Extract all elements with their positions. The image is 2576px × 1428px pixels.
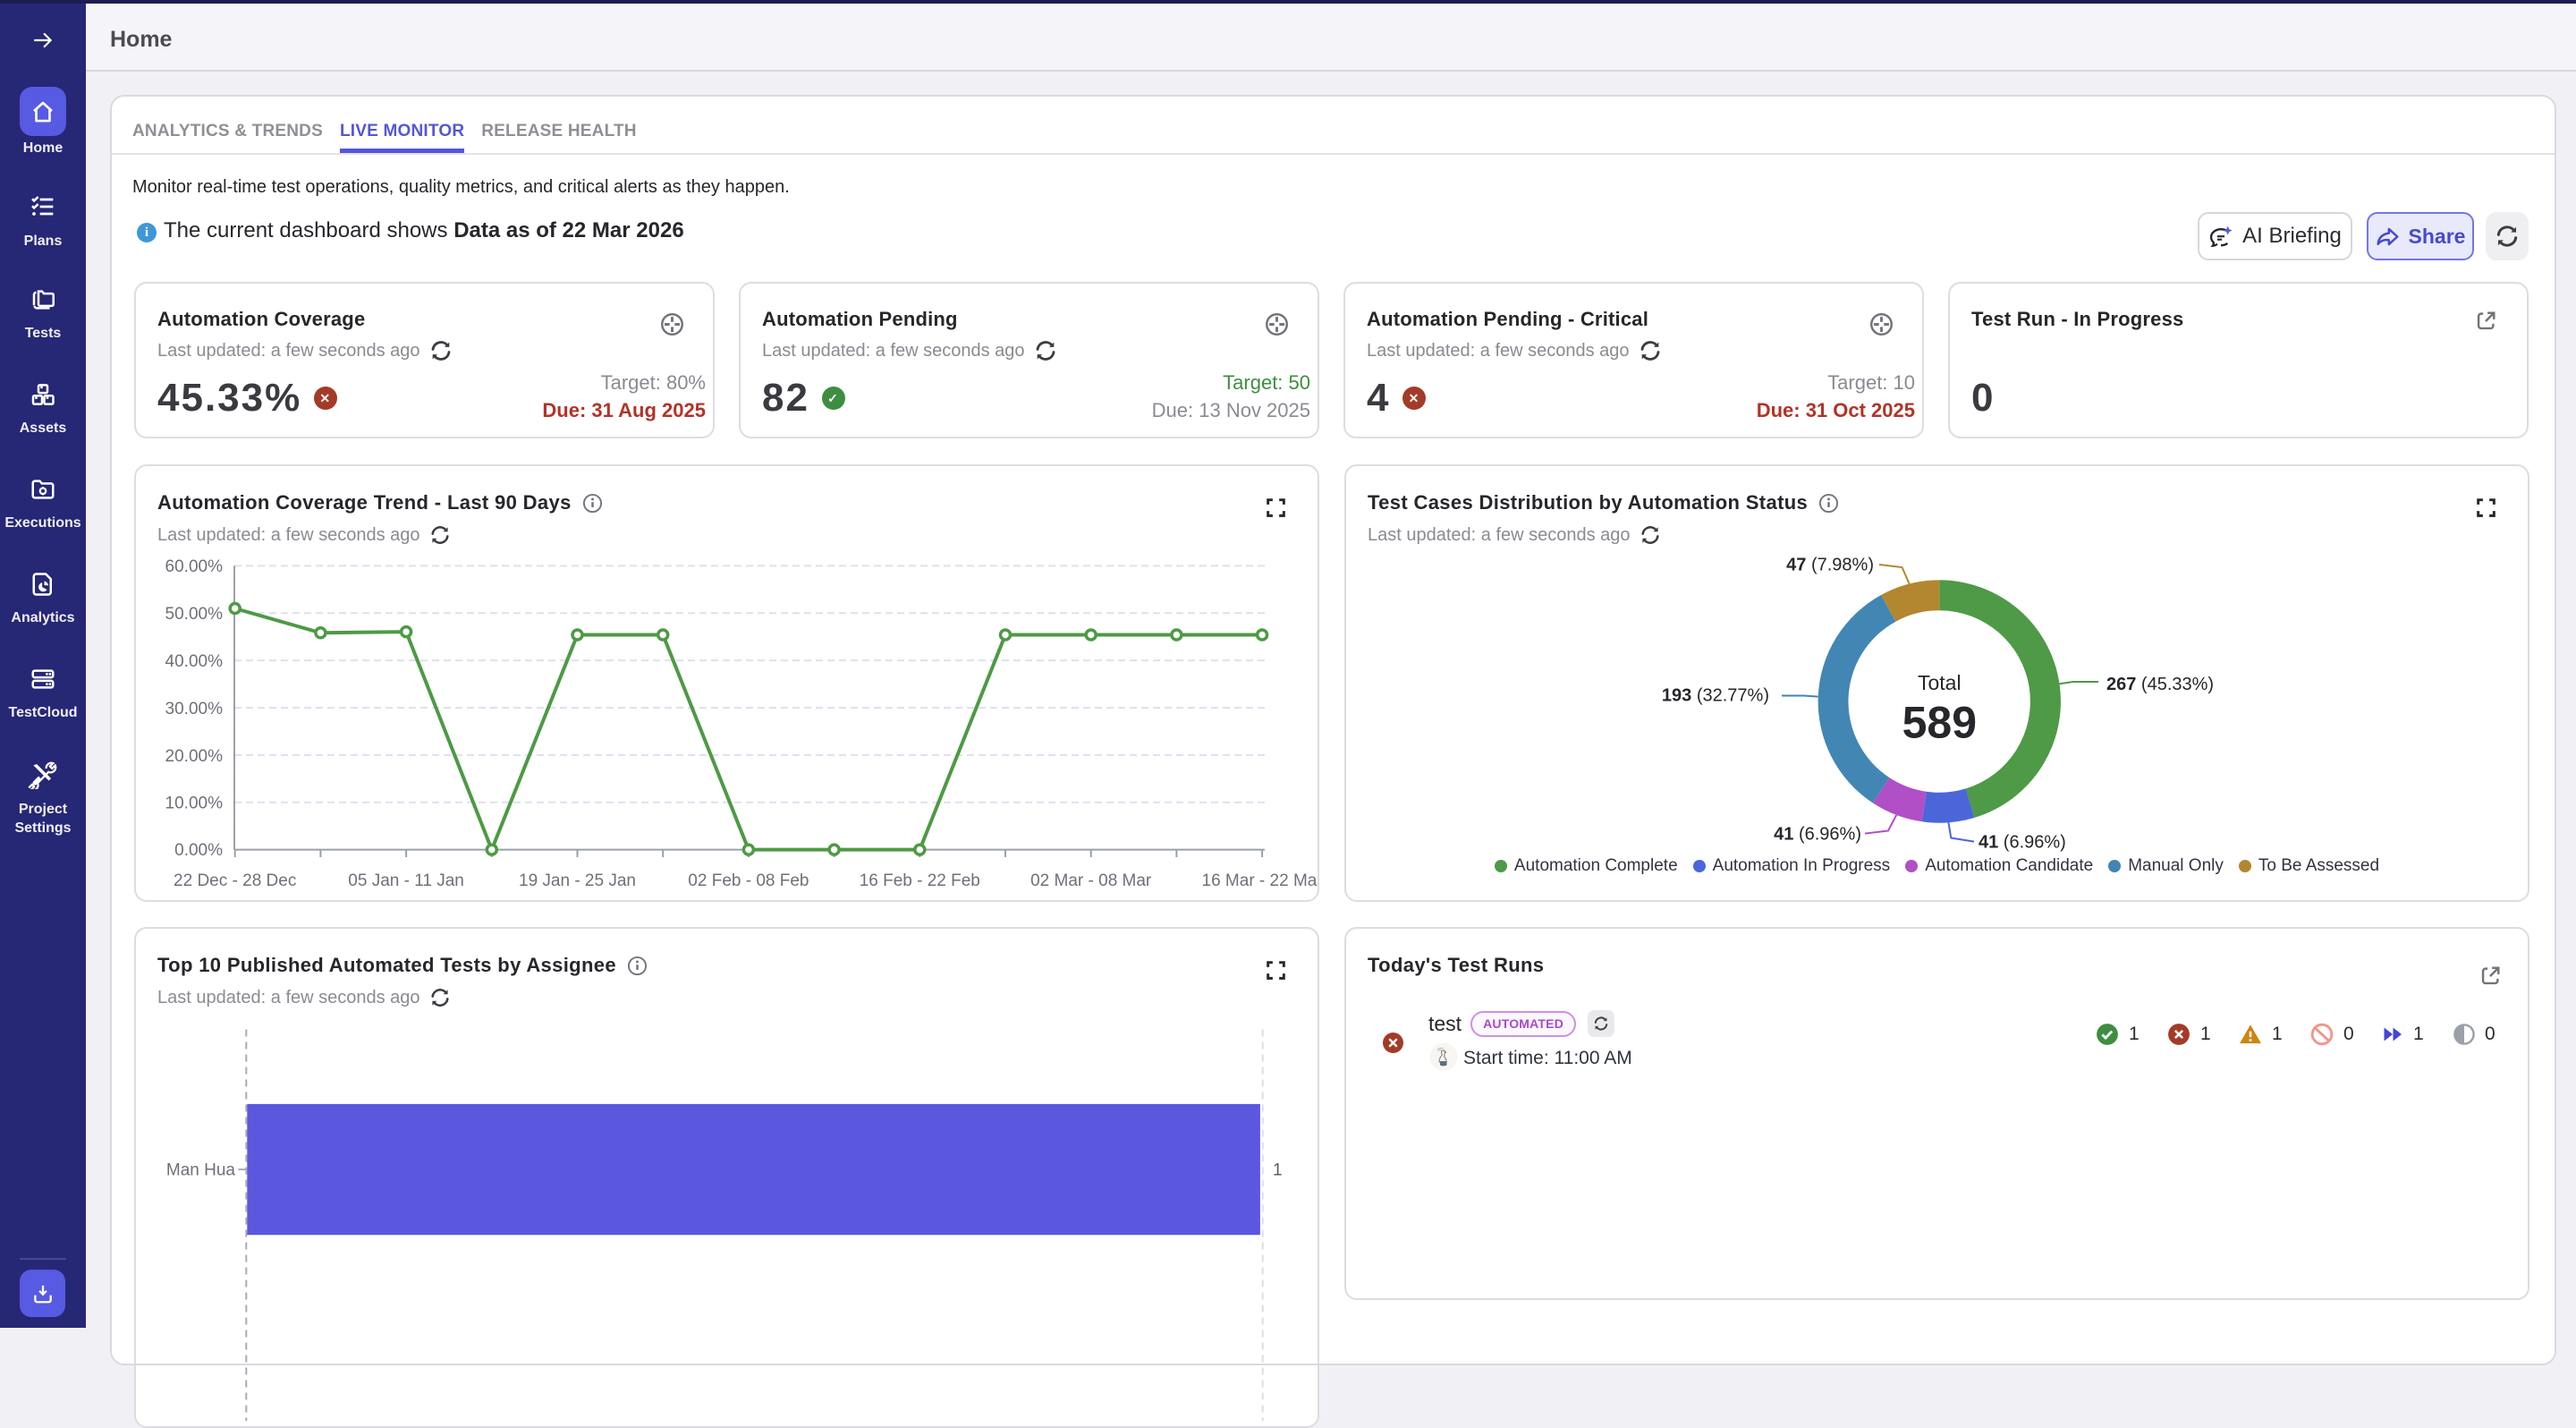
svg-text:10.00%: 10.00% xyxy=(165,795,224,813)
svg-text:193 (32.77%): 193 (32.77%) xyxy=(1662,686,1769,706)
svg-text:50.00%: 50.00% xyxy=(165,605,224,624)
svg-text:22 Dec - 28 Dec: 22 Dec - 28 Dec xyxy=(174,871,296,890)
svg-text:Man Hua: Man Hua xyxy=(166,1161,236,1180)
svg-text:41 (6.96%): 41 (6.96%) xyxy=(1774,825,1861,845)
svg-text:589: 589 xyxy=(1902,698,1977,748)
svg-text:16 Mar - 22 Mar: 16 Mar - 22 Mar xyxy=(1202,871,1318,890)
svg-text:60.00%: 60.00% xyxy=(165,557,224,576)
svg-text:1: 1 xyxy=(1273,1161,1283,1180)
svg-text:267 (45.33%): 267 (45.33%) xyxy=(2106,675,2214,694)
svg-text:16 Feb - 22 Feb: 16 Feb - 22 Feb xyxy=(860,871,980,890)
svg-text:02 Mar - 08 Mar: 02 Mar - 08 Mar xyxy=(1030,871,1152,890)
svg-text:19 Jan - 25 Jan: 19 Jan - 25 Jan xyxy=(519,871,636,890)
svg-text:41 (6.96%): 41 (6.96%) xyxy=(1979,833,2066,853)
svg-text:02 Feb - 08 Feb: 02 Feb - 08 Feb xyxy=(688,871,809,890)
svg-text:47 (7.98%): 47 (7.98%) xyxy=(1786,556,1874,575)
svg-text:0.00%: 0.00% xyxy=(174,841,223,860)
svg-text:30.00%: 30.00% xyxy=(165,700,224,718)
svg-text:05 Jan - 11 Jan: 05 Jan - 11 Jan xyxy=(348,871,464,890)
svg-text:Total: Total xyxy=(1918,671,1962,694)
svg-text:20.00%: 20.00% xyxy=(165,747,224,766)
svg-text:40.00%: 40.00% xyxy=(165,652,224,671)
